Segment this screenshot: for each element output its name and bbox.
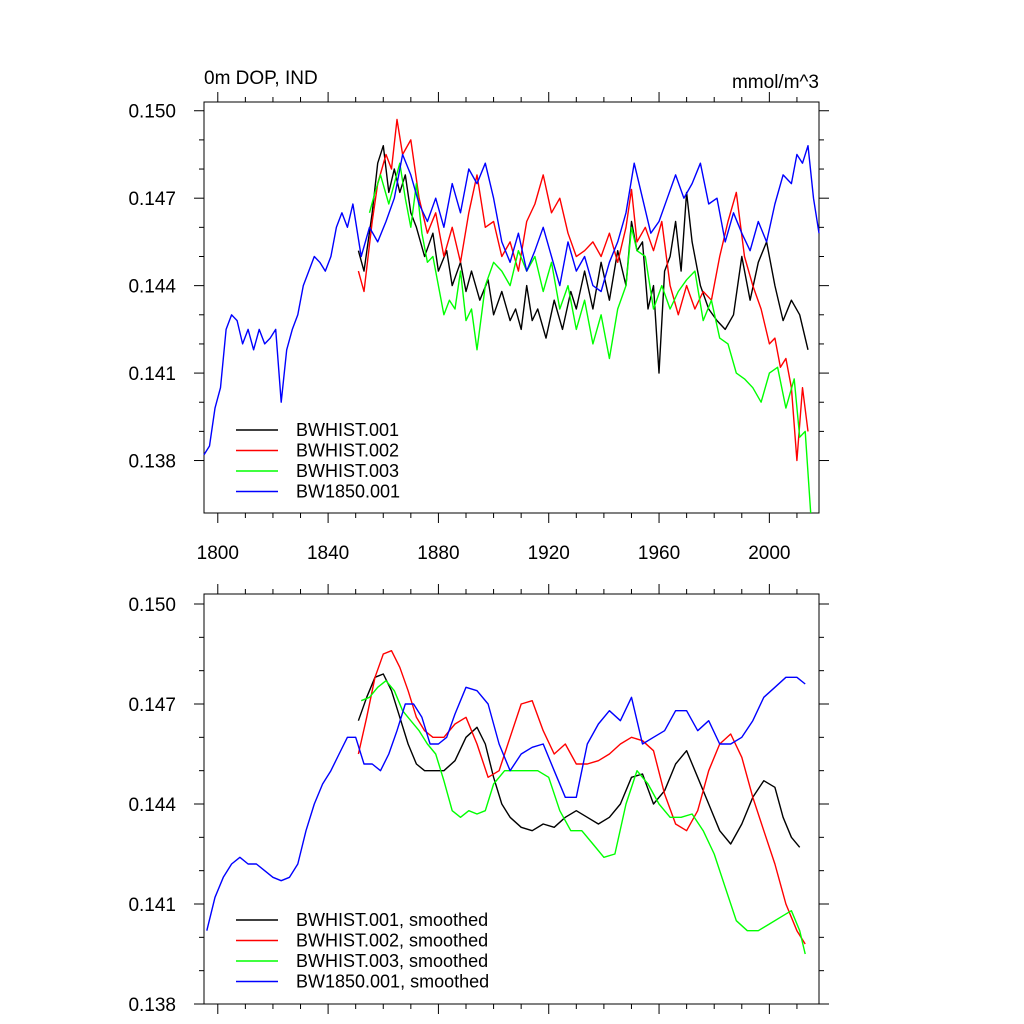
y-tick-label: 0.141 <box>128 364 176 385</box>
series-line-bwhist-003-smoothed <box>360 680 806 955</box>
series-line-bwhist-003 <box>368 162 812 514</box>
y-tick-label: 0.147 <box>128 695 176 716</box>
series-line-bwhist-001 <box>357 144 809 374</box>
legend-label: BW1850.001 <box>296 482 400 502</box>
y-tick-label: 0.144 <box>128 277 176 298</box>
panel-smoothed: 0.150 0.147 0.144 0.141 0.138 BWHIST.001, smo… <box>128 584 829 1016</box>
chart-title: 0m DOP, IND <box>204 68 318 89</box>
series-line-bwhist-002-smoothed <box>357 650 806 945</box>
x-tick-label: 1920 <box>528 543 570 564</box>
x-tick-label: 1840 <box>307 543 349 564</box>
legend-label: BWHIST.001, smoothed <box>296 910 488 930</box>
y-tick-label: 0.150 <box>128 102 176 123</box>
legend-label: BWHIST.002 <box>296 441 399 461</box>
x-tick-label: 2000 <box>748 543 790 564</box>
y-tick-label: 0.138 <box>128 995 176 1016</box>
y-tick-label: 0.141 <box>128 895 176 916</box>
y-tick-label: 0.150 <box>128 595 176 616</box>
x-tick-label: 1800 <box>197 543 239 564</box>
panel-annual: 0m DOP, IND mmol/m^3 1800 1840 1880 1920 196… <box>128 68 829 564</box>
series-line-bw1850-001-smoothed <box>206 676 806 931</box>
legend-label: BWHIST.003 <box>296 461 399 481</box>
y-tick-label: 0.147 <box>128 189 176 210</box>
plot-frame <box>203 101 820 514</box>
y-tick-label: 0.144 <box>128 795 176 816</box>
legend-label: BW1850.001, smoothed <box>296 972 489 992</box>
series-line-bw1850-001 <box>203 144 820 456</box>
y-tick-label: 0.138 <box>128 452 176 473</box>
legend-label: BWHIST.002, smoothed <box>296 931 488 951</box>
legend-label: BWHIST.001 <box>296 420 399 440</box>
x-tick-label: 1880 <box>417 543 459 564</box>
plot-frame <box>203 593 820 1005</box>
series-line-bwhist-002 <box>357 118 809 462</box>
series-line-bwhist-001-smoothed <box>357 673 801 848</box>
x-tick-label: 1960 <box>638 543 680 564</box>
units-label: mmol/m^3 <box>732 72 819 93</box>
legend-label: BWHIST.003, smoothed <box>296 951 488 971</box>
